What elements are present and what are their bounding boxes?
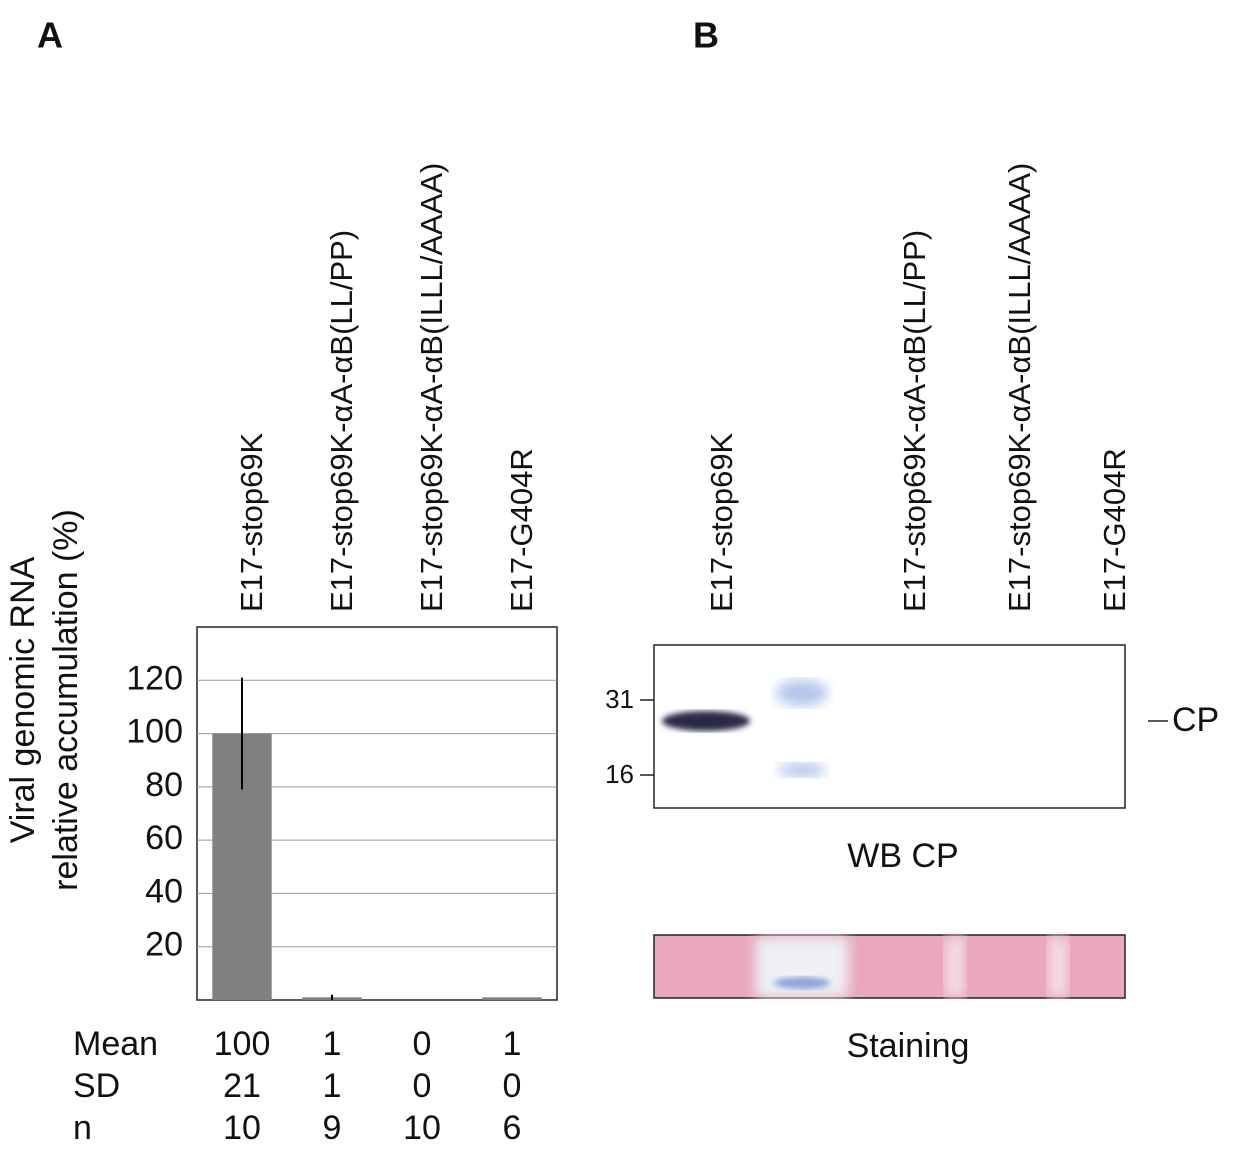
table-cell: 1 [503,1025,522,1063]
caption: Staining [847,1027,970,1065]
table-cell: 0 [503,1067,522,1105]
y-tick-label: 60 [145,819,183,857]
table-cell: 21 [223,1067,261,1105]
y-tick-label: 100 [126,713,183,751]
x-tick-label: E17-G404R [504,448,539,612]
marker-label: 16 [605,759,634,789]
row-label: SD [73,1067,120,1105]
table-cell: 9 [323,1109,342,1147]
y-axis-label: relative accumulation (%) [47,509,85,891]
lane-label: E17-stop69K-αA-αB(ILLL/AAAA) [1002,163,1037,612]
row-label: n [73,1109,92,1147]
y-tick-label: 120 [126,659,183,697]
panel-letter: A [37,15,63,56]
caption: WB CP [847,837,958,875]
stain-lane-gap [1048,937,1068,997]
band-label: CP [1172,701,1219,739]
table-cell: 6 [503,1109,522,1147]
table-cell: 100 [214,1025,271,1063]
panel-letter: B [693,15,719,56]
stain-marker [774,977,830,989]
table-cell: 0 [413,1025,432,1063]
marker-band [778,763,826,777]
stain-frame [653,934,1126,999]
marker-label: 31 [605,684,634,714]
bar [482,997,542,1000]
lane-label: E17-G404R [1097,448,1132,612]
table-cell: 10 [403,1109,441,1147]
cp-band [662,711,750,731]
table-cell: 10 [223,1109,261,1147]
lane-label: E17-stop69K [704,432,739,612]
table-cell: 1 [323,1067,342,1105]
table-cell: 0 [413,1067,432,1105]
stain-lane-gap [945,937,965,997]
y-tick-label: 80 [145,766,183,804]
x-tick-label: E17-stop69K-αA-αB(ILLL/AAAA) [414,163,449,612]
lane-label: E17-stop69K-αA-αB(LL/PP) [897,230,932,612]
table-cell: 1 [323,1025,342,1063]
x-tick-label: E17-stop69K-αA-αB(LL/PP) [324,230,359,612]
marker-band [776,680,828,706]
row-label: Mean [73,1025,158,1063]
x-tick-label: E17-stop69K [234,432,269,612]
y-tick-label: 40 [145,872,183,910]
y-axis-label: Viral genomic RNA [4,556,42,843]
y-tick-label: 20 [145,926,183,964]
